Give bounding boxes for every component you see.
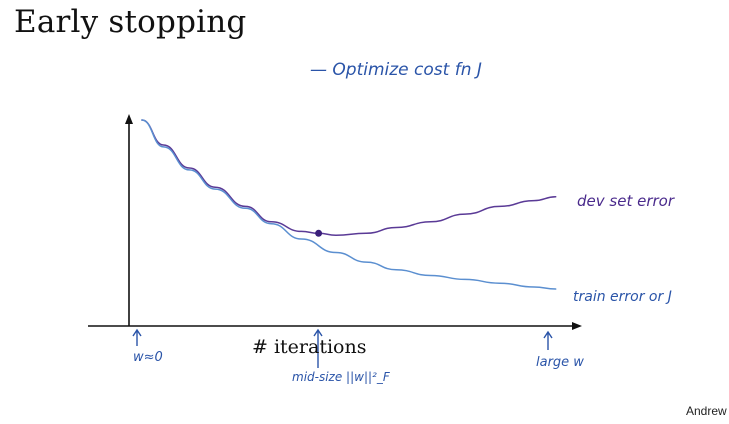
annotation-w-approx-zero: w≈0 <box>133 350 163 365</box>
series-line-train-error <box>141 119 557 290</box>
arrow-mid-size <box>313 328 323 368</box>
x-axis-arrowhead <box>572 322 582 330</box>
slide-credit: Andrew Ng <box>686 404 729 418</box>
arrow-large-w <box>543 330 553 350</box>
series-label-dev-set-error: dev set error <box>577 192 674 210</box>
annotation-large-w: large w <box>536 355 584 370</box>
arrow-w0 <box>132 328 142 346</box>
x-axis-label: # iterations <box>252 336 367 358</box>
series-layer <box>141 119 557 290</box>
series-line-dev-set-error <box>141 119 557 236</box>
annotation-mid-size-norm: mid-size ||w||²_F <box>292 370 390 384</box>
y-axis-arrowhead <box>125 114 133 124</box>
early-stop-point-marker <box>315 229 323 237</box>
axes <box>88 114 582 330</box>
series-label-train-error: train error or J <box>573 289 672 305</box>
slide-title: Early stopping <box>14 4 247 40</box>
note-optimize-cost: — Optimize cost fn J <box>310 60 482 80</box>
annotation-arrows <box>132 328 553 368</box>
